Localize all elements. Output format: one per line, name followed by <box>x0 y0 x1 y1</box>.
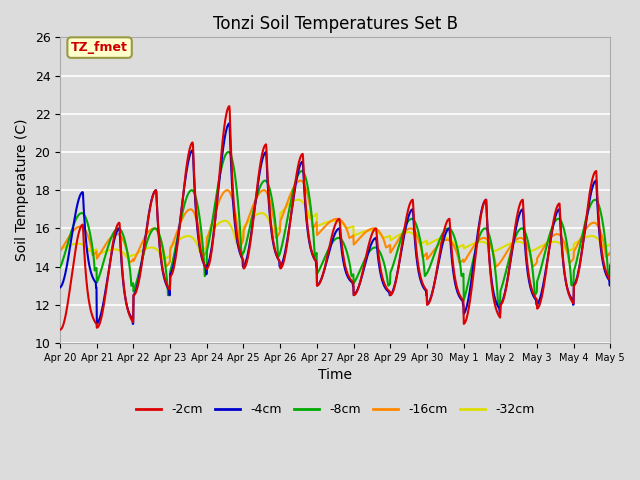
Text: TZ_fmet: TZ_fmet <box>71 41 128 54</box>
Y-axis label: Soil Temperature (C): Soil Temperature (C) <box>15 119 29 262</box>
Legend: -2cm, -4cm, -8cm, -16cm, -32cm: -2cm, -4cm, -8cm, -16cm, -32cm <box>131 398 540 421</box>
Title: Tonzi Soil Temperatures Set B: Tonzi Soil Temperatures Set B <box>212 15 458 33</box>
X-axis label: Time: Time <box>318 368 352 382</box>
